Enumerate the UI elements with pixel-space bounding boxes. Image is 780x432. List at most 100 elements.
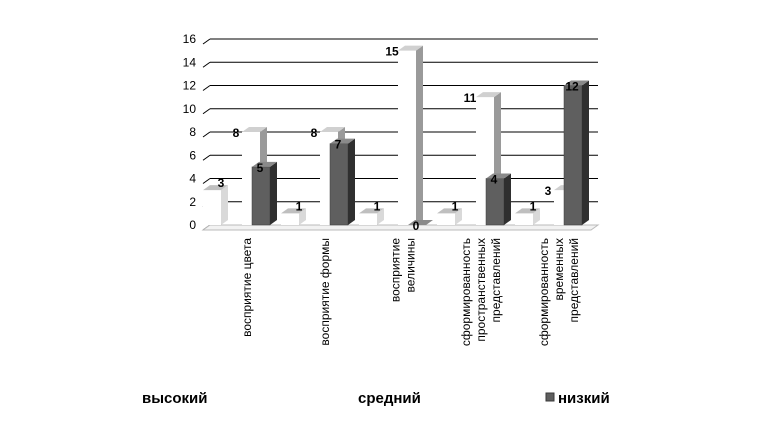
gridline-depth <box>202 61 211 68</box>
bar-front <box>515 213 533 225</box>
bar-низкий <box>408 220 433 225</box>
y-tick-label: 0 <box>189 218 196 232</box>
legend-swatch <box>346 393 354 401</box>
y-tick-label: 8 <box>189 125 196 139</box>
bar-top <box>203 185 228 191</box>
legend-item-низкий: низкий <box>545 390 610 407</box>
y-tick-label: 6 <box>189 148 196 162</box>
bar-низкий <box>485 173 511 226</box>
bar-top <box>398 45 423 51</box>
gridline-depth <box>202 108 211 115</box>
bar-front <box>281 213 299 225</box>
bar-высокий <box>359 208 384 225</box>
data-label: 1 <box>296 199 303 213</box>
legend-item-высокий: высокий <box>130 390 208 407</box>
data-label: 3 <box>218 176 225 190</box>
bar-высокий <box>437 208 462 225</box>
y-tick-label: 4 <box>189 172 196 186</box>
legend-label: высокий <box>142 390 208 407</box>
bar-front <box>398 50 416 225</box>
y-tick-label: 2 <box>189 195 196 209</box>
bar-front <box>437 213 455 225</box>
category-label-line: восприятие цвета <box>240 238 254 337</box>
bar-side <box>504 173 511 225</box>
bar-top <box>476 92 501 98</box>
bar-front <box>251 166 271 226</box>
category-label-line: восприятие формы <box>318 238 332 346</box>
gridline-depth <box>202 154 211 161</box>
data-label: 11 <box>464 91 477 105</box>
category-label: восприятиевеличины <box>389 238 418 302</box>
bar-top <box>242 127 267 132</box>
category-label: восприятие формы <box>318 238 332 346</box>
bar-top <box>486 173 511 179</box>
bar-top <box>320 127 345 132</box>
bar-front <box>203 190 221 225</box>
legend-label: низкий <box>558 390 610 407</box>
data-label: 8 <box>233 126 240 140</box>
bar-side <box>533 208 540 225</box>
bar-side <box>455 208 462 225</box>
category-label-line: представлений <box>489 238 503 322</box>
category-label: сформированностьпространственныхпредстав… <box>459 238 503 346</box>
bar-top <box>564 80 589 86</box>
bar-side <box>270 161 277 225</box>
data-label: 15 <box>385 45 399 59</box>
bar-top <box>330 138 355 144</box>
legend-item-средний: средний <box>346 390 421 407</box>
y-tick-label: 10 <box>183 102 197 116</box>
bar-top <box>359 208 384 214</box>
data-label: 5 <box>257 161 264 175</box>
x-axis-categories: восприятие цвета восприятие формы восприят… <box>240 238 581 346</box>
bar-side <box>348 138 355 225</box>
bar-низкий <box>329 138 355 226</box>
data-label: 7 <box>335 138 342 152</box>
bar-высокий <box>515 208 540 225</box>
gridline-depth <box>202 131 211 138</box>
bar-front <box>563 85 583 226</box>
legend-swatch <box>545 392 555 402</box>
category-label-line: представлений <box>567 238 581 322</box>
bar-side <box>221 185 228 225</box>
category-label-line: сформированность <box>459 238 473 346</box>
legend-swatch <box>130 393 138 401</box>
bar-высокий <box>203 185 228 225</box>
bars <box>203 45 589 226</box>
y-tick-label: 12 <box>183 79 197 93</box>
bar-top <box>252 161 277 167</box>
gridline-depth <box>202 38 211 45</box>
category-label-line: восприятие <box>389 238 403 302</box>
legend-label: средний <box>358 390 421 407</box>
bar-top <box>408 220 433 225</box>
category-label: сформированностьвременныхпредставлений <box>537 238 581 346</box>
bar-front <box>329 143 349 226</box>
y-axis-ticks: 0 2 4 6 8 10 12 14 16 <box>183 32 197 232</box>
data-label: 8 <box>311 126 318 140</box>
chart-floor <box>201 224 600 231</box>
bar-средний <box>398 45 423 225</box>
bar-низкий <box>563 80 589 226</box>
bar-top <box>281 208 306 214</box>
data-label: 12 <box>565 80 579 94</box>
gridline-depth <box>202 178 211 184</box>
bar-top <box>437 208 462 214</box>
data-label: 3 <box>545 184 552 198</box>
bar-side <box>582 80 589 225</box>
legend: высокий средний низкий <box>130 390 610 407</box>
bar-side <box>416 45 423 225</box>
category-label-line: сформированность <box>537 238 551 346</box>
data-label: 4 <box>491 173 498 187</box>
bar-высокий <box>281 208 306 225</box>
bar-side <box>377 208 384 225</box>
data-label: 1 <box>452 199 459 213</box>
data-label: 1 <box>530 199 537 213</box>
bar-top <box>515 208 540 214</box>
data-label: 1 <box>374 199 381 213</box>
category-label-line: величины <box>404 238 418 292</box>
data-label: 0 <box>413 219 420 233</box>
bar-низкий <box>251 161 277 226</box>
category-label-line: временных <box>552 238 566 301</box>
